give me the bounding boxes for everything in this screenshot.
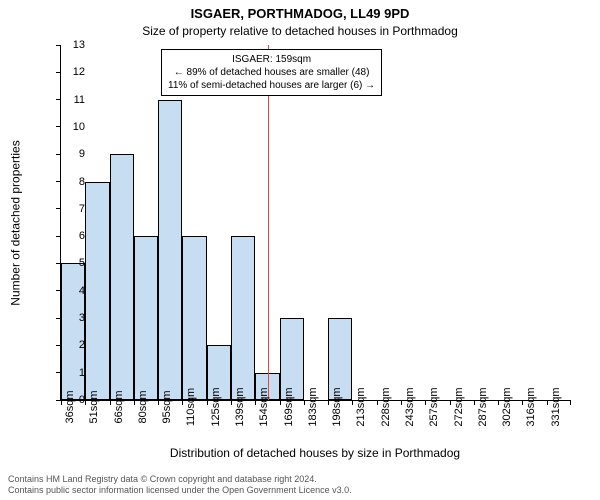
x-tick xyxy=(231,400,232,405)
x-tick xyxy=(110,400,111,405)
x-tick-label: 169sqm xyxy=(283,387,295,426)
y-tick-label: 9 xyxy=(55,148,85,160)
y-tick-label: 2 xyxy=(55,339,85,351)
x-tick-label: 287sqm xyxy=(477,387,489,426)
x-tick xyxy=(547,400,548,405)
x-tick-label: 243sqm xyxy=(404,387,416,426)
x-tick xyxy=(255,400,256,405)
x-tick-label: 183sqm xyxy=(307,387,319,426)
y-tick-label: 6 xyxy=(55,230,85,242)
x-tick-label: 110sqm xyxy=(185,388,197,426)
chart-title-sub: Size of property relative to detached ho… xyxy=(0,24,600,38)
x-tick xyxy=(158,400,159,405)
x-tick-label: 257sqm xyxy=(428,387,440,426)
annotation-box: ISGAER: 159sqm← 89% of detached houses a… xyxy=(161,49,382,96)
x-tick xyxy=(85,400,86,405)
x-axis-label: Distribution of detached houses by size … xyxy=(60,446,570,460)
y-tick-label: 13 xyxy=(55,39,85,51)
x-tick-label: 228sqm xyxy=(380,387,392,426)
plot-area: ISGAER: 159sqm← 89% of detached houses a… xyxy=(60,45,571,401)
x-tick-label: 272sqm xyxy=(453,387,465,426)
x-tick-label: 331sqm xyxy=(550,387,562,426)
y-tick-label: 10 xyxy=(55,121,85,133)
x-tick-label: 51sqm xyxy=(88,390,100,423)
x-tick xyxy=(425,400,426,405)
x-tick xyxy=(182,400,183,405)
histogram-bar xyxy=(134,236,158,400)
x-tick xyxy=(377,400,378,405)
x-tick-label: 66sqm xyxy=(113,390,125,423)
x-tick-label: 36sqm xyxy=(64,390,76,423)
annotation-line3: 11% of semi-detached houses are larger (… xyxy=(168,79,375,92)
x-tick xyxy=(134,400,135,405)
y-tick-label: 4 xyxy=(55,285,85,297)
footer-line2: Contains public sector information licen… xyxy=(8,485,352,496)
x-tick-label: 316sqm xyxy=(525,387,537,426)
x-tick xyxy=(498,400,499,405)
histogram-bar xyxy=(85,182,109,400)
x-tick xyxy=(304,400,305,405)
x-tick xyxy=(352,400,353,405)
y-tick-label: 11 xyxy=(55,94,85,106)
x-tick xyxy=(450,400,451,405)
y-axis-label-text: Number of detached properties xyxy=(9,140,23,305)
x-tick-label: 302sqm xyxy=(501,387,513,426)
y-tick-label: 7 xyxy=(55,203,85,215)
x-tick-label: 80sqm xyxy=(137,390,149,423)
x-tick xyxy=(207,400,208,405)
y-tick-label: 3 xyxy=(55,312,85,324)
histogram-bar xyxy=(158,100,182,400)
y-axis-label: Number of detached properties xyxy=(8,45,24,400)
x-tick xyxy=(474,400,475,405)
x-tick-label: 213sqm xyxy=(355,387,367,426)
annotation-line1: ISGAER: 159sqm xyxy=(168,53,375,66)
x-tick-label: 95sqm xyxy=(161,390,173,423)
y-tick-label: 1 xyxy=(55,367,85,379)
footer-line1: Contains HM Land Registry data © Crown c… xyxy=(8,474,352,485)
x-tick xyxy=(280,400,281,405)
x-tick-label: 154sqm xyxy=(258,387,270,426)
annotation-line2: ← 89% of detached houses are smaller (48… xyxy=(168,66,375,79)
y-tick-label: 12 xyxy=(55,66,85,78)
histogram-bar xyxy=(231,236,255,400)
x-tick xyxy=(570,400,571,405)
x-tick-label: 125sqm xyxy=(210,387,222,426)
histogram-bar xyxy=(182,236,206,400)
x-tick-label: 198sqm xyxy=(331,387,343,426)
x-tick xyxy=(401,400,402,405)
footer-attribution: Contains HM Land Registry data © Crown c… xyxy=(8,474,352,496)
y-tick-label: 8 xyxy=(55,176,85,188)
reference-line xyxy=(268,45,269,400)
x-tick-label: 139sqm xyxy=(234,387,246,426)
x-tick xyxy=(522,400,523,405)
chart-container: ISGAER, PORTHMADOG, LL49 9PD Size of pro… xyxy=(0,0,600,500)
x-tick xyxy=(328,400,329,405)
y-tick-label: 5 xyxy=(55,257,85,269)
chart-title-main: ISGAER, PORTHMADOG, LL49 9PD xyxy=(0,6,600,21)
histogram-bar xyxy=(110,154,134,400)
